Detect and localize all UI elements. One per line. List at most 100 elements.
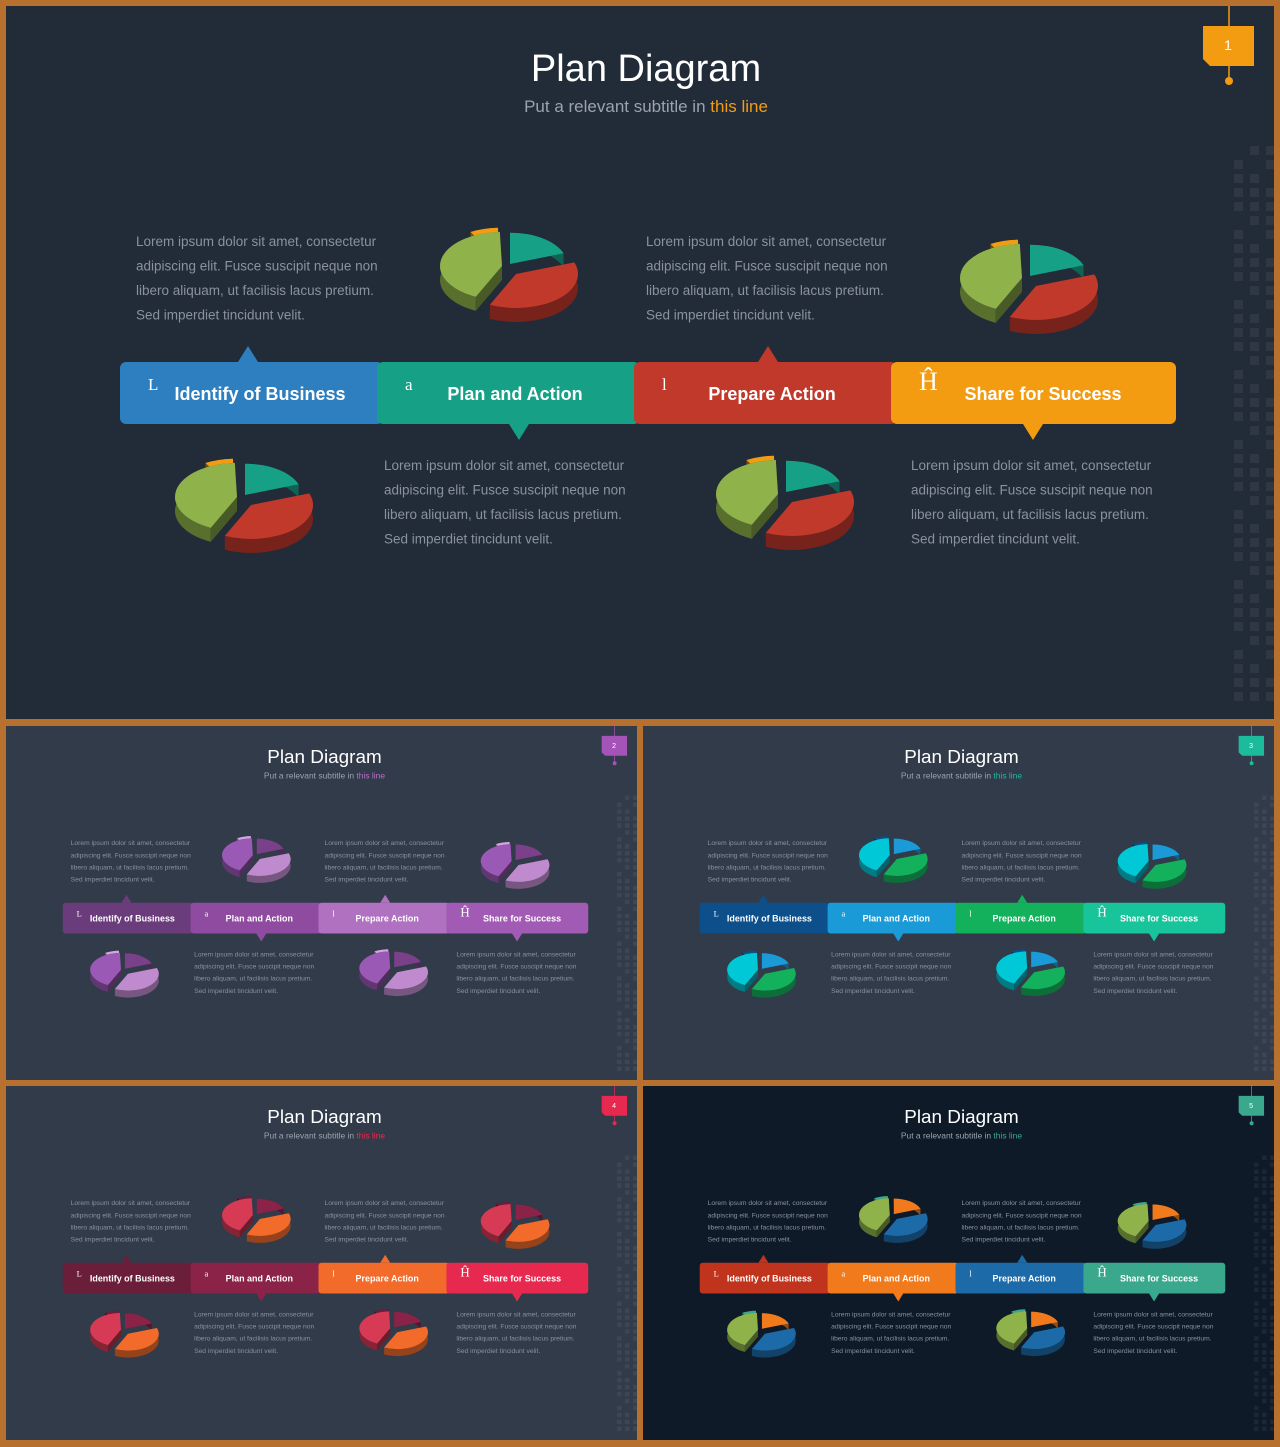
- pie-slice: [883, 1213, 928, 1236]
- step-3[interactable]: l Prepare Action: [318, 1254, 450, 1294]
- dot: [633, 934, 637, 939]
- step-block[interactable]: [827, 902, 959, 934]
- step-label[interactable]: Share for Success: [483, 914, 561, 924]
- body-text-line: adipiscing elit. Fusce suscipit neque no…: [708, 852, 828, 859]
- dot: [625, 1322, 630, 1327]
- step-label[interactable]: Plan and Action: [863, 914, 930, 924]
- pie-slice: [716, 460, 778, 525]
- step-label[interactable]: Prepare Action: [356, 914, 419, 924]
- step-1[interactable]: L Identify of Business: [699, 894, 831, 934]
- step-block[interactable]: [1083, 902, 1226, 934]
- step-4[interactable]: Ĥ Share for Success: [891, 362, 1176, 440]
- step-block[interactable]: [377, 362, 640, 424]
- step-2[interactable]: a Plan and Action: [827, 902, 959, 942]
- step-block[interactable]: [891, 362, 1176, 424]
- dot: [617, 1052, 622, 1058]
- slide-canvas: 3 Plan Diagram Put a relevant subtitle in …: [643, 726, 1274, 1080]
- step-label[interactable]: Prepare Action: [993, 1274, 1056, 1284]
- step-label[interactable]: Plan and Action: [226, 1274, 293, 1284]
- step-3[interactable]: l Prepare Action: [955, 894, 1087, 934]
- step-3[interactable]: l Prepare Action: [955, 1254, 1087, 1294]
- dot: [625, 795, 630, 800]
- slide-2-thumbnail[interactable]: 2 Plan Diagram Put a relevant subtitle in …: [6, 726, 637, 1080]
- step-icon: L: [148, 375, 158, 394]
- step-block[interactable]: [699, 1262, 831, 1294]
- step-4[interactable]: Ĥ Share for Success: [446, 902, 589, 942]
- body-text-line: Lorem ipsum dolor sit amet, consectetur: [708, 1200, 828, 1207]
- step-block[interactable]: [955, 902, 1087, 934]
- step-block[interactable]: [190, 1262, 322, 1294]
- dot: [617, 913, 622, 919]
- pie-chart-3d: [1117, 842, 1187, 889]
- step-3[interactable]: l Prepare Action: [318, 894, 450, 934]
- slide-5-thumbnail[interactable]: 5 Plan Diagram Put a relevant subtitle in …: [643, 1086, 1274, 1440]
- dot: [1250, 608, 1259, 617]
- dot: [633, 1384, 637, 1390]
- step-block[interactable]: [446, 1262, 589, 1294]
- dot: [1266, 608, 1274, 617]
- slide-3-thumbnail[interactable]: 3 Plan Diagram Put a relevant subtitle in …: [643, 726, 1274, 1080]
- step-block[interactable]: [699, 902, 831, 934]
- step-icon: l: [969, 909, 972, 919]
- step-label[interactable]: Identify of Business: [174, 384, 345, 404]
- step-4[interactable]: Ĥ Share for Success: [1083, 902, 1226, 942]
- step-label[interactable]: Plan and Action: [226, 914, 293, 924]
- step-2[interactable]: a Plan and Action: [377, 362, 640, 440]
- step-label[interactable]: Prepare Action: [708, 384, 835, 404]
- step-label[interactable]: Identify of Business: [727, 914, 812, 924]
- dot: [1250, 566, 1259, 575]
- step-label[interactable]: Share for Success: [964, 384, 1121, 404]
- step-block[interactable]: [62, 1262, 194, 1294]
- dot: [625, 1315, 630, 1320]
- step-4[interactable]: Ĥ Share for Success: [446, 1262, 589, 1302]
- pie-slice-wall: [498, 861, 512, 884]
- step-label[interactable]: Identify of Business: [90, 914, 175, 924]
- step-1[interactable]: L Identify of Business: [62, 894, 194, 934]
- step-block[interactable]: [634, 362, 897, 424]
- step-2[interactable]: a Plan and Action: [190, 1262, 322, 1302]
- dot: [633, 865, 637, 870]
- step-block[interactable]: [955, 1262, 1087, 1294]
- body-text-line: Sed imperdiet tincidunt velit.: [911, 532, 1080, 547]
- slide-1[interactable]: 1 Plan Diagram Put a relevant subtitle in …: [6, 6, 1274, 719]
- step-1[interactable]: L Identify of Business: [120, 346, 383, 424]
- step-4[interactable]: Ĥ Share for Success: [1083, 1262, 1226, 1302]
- step-block[interactable]: [446, 902, 589, 934]
- step-block[interactable]: [318, 1262, 450, 1294]
- step-3[interactable]: l Prepare Action: [634, 346, 897, 424]
- step-label[interactable]: Prepare Action: [356, 1274, 419, 1284]
- step-label[interactable]: Share for Success: [1120, 914, 1198, 924]
- step-label[interactable]: Plan and Action: [863, 1274, 930, 1284]
- step-block[interactable]: [120, 362, 383, 424]
- step-block[interactable]: [827, 1262, 959, 1294]
- dot: [617, 1231, 622, 1237]
- step-block[interactable]: [62, 902, 194, 934]
- dot: [617, 1162, 622, 1167]
- step-1[interactable]: L Identify of Business: [62, 1254, 194, 1294]
- pie-slice: [727, 952, 758, 986]
- step-block[interactable]: [318, 902, 450, 934]
- step-block[interactable]: [1083, 1262, 1226, 1294]
- step-label[interactable]: Prepare Action: [993, 914, 1056, 924]
- step-label[interactable]: Identify of Business: [90, 1274, 175, 1284]
- step-2[interactable]: a Plan and Action: [827, 1262, 959, 1302]
- step-2[interactable]: a Plan and Action: [190, 902, 322, 942]
- step-1[interactable]: L Identify of Business: [699, 1254, 831, 1294]
- step-label[interactable]: Plan and Action: [447, 384, 582, 404]
- pie-slice: [224, 493, 313, 539]
- dot: [617, 1287, 622, 1293]
- slide-subtitle: Put a relevant subtitle in this line: [524, 97, 768, 116]
- dot: [1254, 844, 1259, 849]
- slide-4-thumbnail[interactable]: 4 Plan Diagram Put a relevant subtitle in …: [6, 1086, 637, 1440]
- dot: [1270, 1245, 1274, 1251]
- body-text-line: Sed imperdiet tincidunt velit.: [1093, 988, 1177, 995]
- dot: [633, 1266, 637, 1272]
- dot: [1266, 566, 1274, 575]
- dot: [1266, 636, 1274, 645]
- step-label[interactable]: Identify of Business: [727, 1274, 812, 1284]
- dot: [1254, 1280, 1259, 1286]
- step-label[interactable]: Share for Success: [483, 1274, 561, 1284]
- dot: [1270, 976, 1274, 981]
- step-label[interactable]: Share for Success: [1120, 1274, 1198, 1284]
- step-block[interactable]: [190, 902, 322, 934]
